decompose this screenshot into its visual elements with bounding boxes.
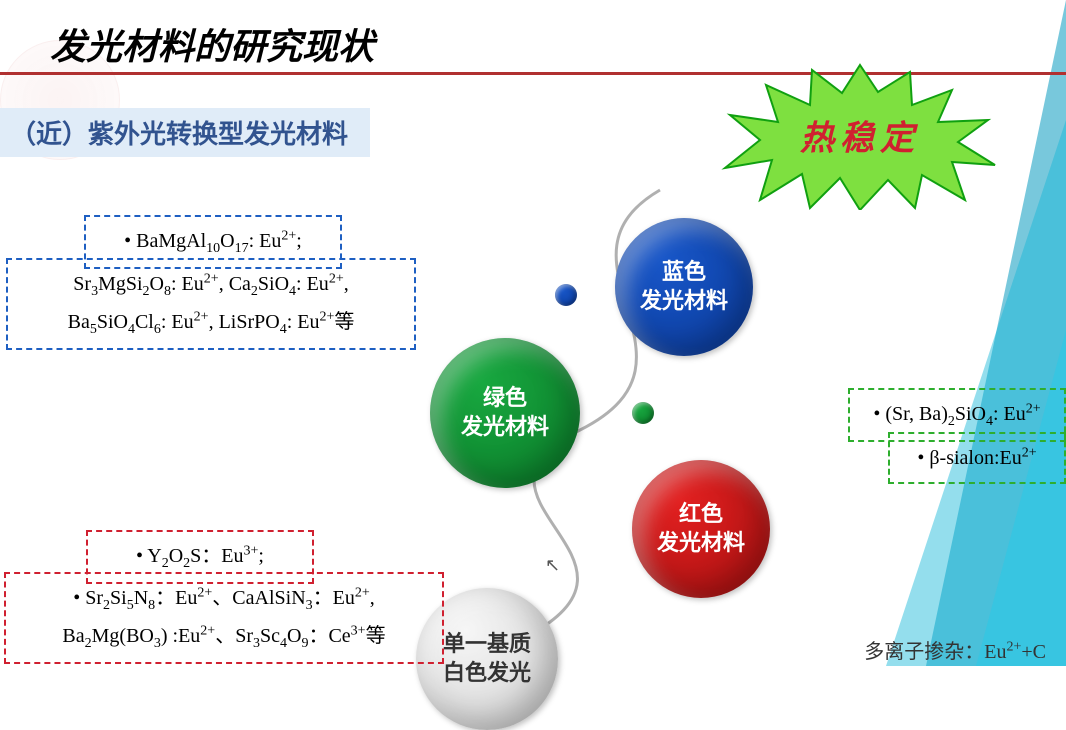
circle-label: 发光材料 xyxy=(657,529,745,558)
red-material-circle: 红色 发光材料 xyxy=(632,460,770,598)
blue-material-circle: 蓝色 发光材料 xyxy=(615,218,753,356)
subtitle-text: （近）紫外光转换型发光材料 xyxy=(10,120,348,149)
circle-label: 发光材料 xyxy=(640,287,728,316)
subtitle-bar: （近）紫外光转换型发光材料 xyxy=(0,108,370,157)
circle-label: 白色发光 xyxy=(443,659,531,688)
starburst-text: 热稳定 xyxy=(800,111,920,160)
blue-dot xyxy=(555,284,577,306)
page-title: 发光材料的研究现状 xyxy=(50,18,374,70)
blue-box-2: Sr3MgSi2O8: Eu2+, Ca2SiO4: Eu2+,Ba5SiO4C… xyxy=(6,258,416,350)
circle-label: 蓝色 xyxy=(662,258,706,287)
red-box-2: Sr2Si5N8：Eu2+、CaAlSiN3：Eu2+,Ba2Mg(BO3) :… xyxy=(4,572,444,664)
cursor-icon: ↖ xyxy=(545,555,560,576)
circle-label: 红色 xyxy=(679,500,723,529)
circle-label: 绿色 xyxy=(483,384,527,413)
bottom-cut-text: 多离子掺杂：Eu2++C xyxy=(864,635,1046,664)
green-material-circle: 绿色 发光材料 xyxy=(430,338,580,488)
green-dot xyxy=(632,402,654,424)
green-box-2: β-sialon:Eu2+ xyxy=(888,432,1066,484)
circle-label: 单一基质 xyxy=(443,630,531,659)
circle-label: 发光材料 xyxy=(461,413,549,442)
